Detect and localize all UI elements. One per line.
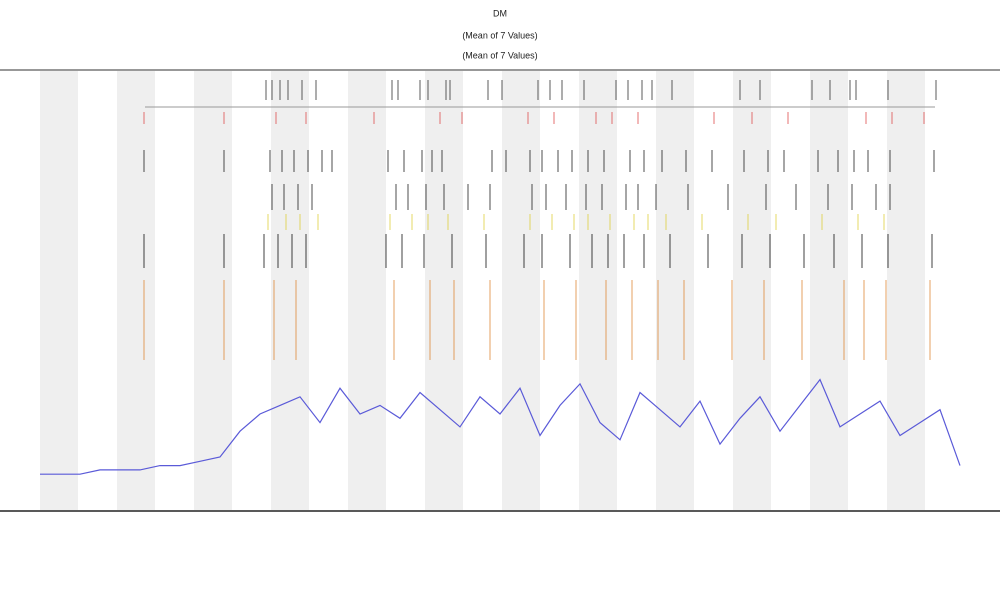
night-band xyxy=(425,71,463,510)
night-band xyxy=(887,71,925,510)
subtitle: (Mean of 7 Values) xyxy=(462,30,537,40)
night-band xyxy=(810,71,848,510)
shading xyxy=(40,71,925,510)
night-band xyxy=(271,71,309,510)
chart-title: DM xyxy=(493,8,507,18)
night-band xyxy=(733,71,771,510)
night-band xyxy=(579,71,617,510)
night-band xyxy=(656,71,694,510)
series-line xyxy=(40,378,961,475)
night-band xyxy=(117,71,155,510)
night-band xyxy=(40,71,78,510)
subtitle: (Mean of 7 Values) xyxy=(462,50,537,60)
night-band xyxy=(502,71,540,510)
night-band xyxy=(194,71,232,510)
night-band xyxy=(348,71,386,510)
